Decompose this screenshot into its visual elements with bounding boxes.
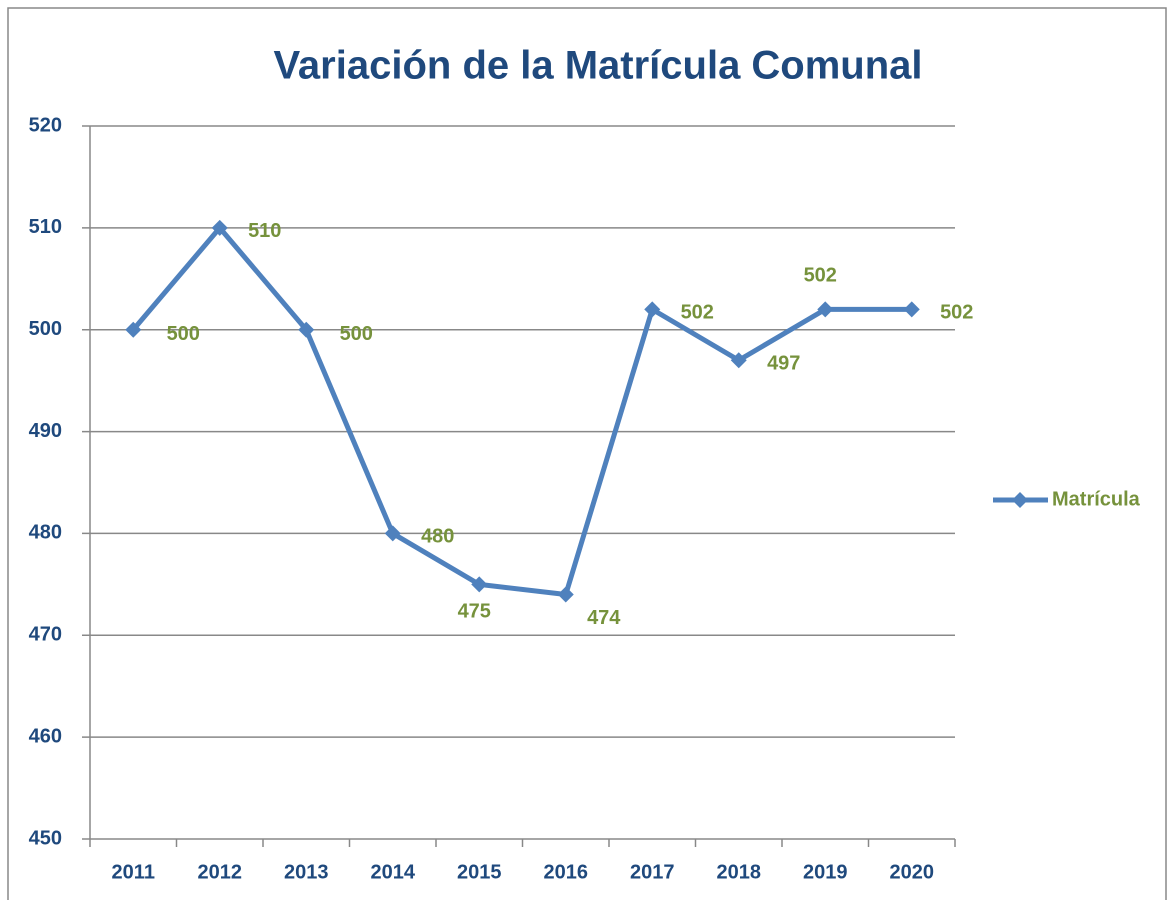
data-label: 500 [340,323,373,345]
data-label: 474 [587,607,621,629]
y-tick-label: 520 [29,114,62,136]
x-tick-label: 2017 [630,861,675,883]
x-tick-label: 2019 [803,861,848,883]
chart-border [7,7,1167,900]
x-tick-label: 2012 [198,861,243,883]
y-tick-label: 470 [29,624,62,646]
y-tick-label: 480 [29,522,62,544]
y-tick-label: 450 [29,827,62,849]
x-tick-label: 2011 [112,861,155,883]
x-tick-label: 2018 [717,861,762,883]
marker [384,525,401,542]
x-tick-label: 2014 [371,861,416,883]
data-label: 502 [940,302,973,324]
data-label: 500 [167,323,200,345]
y-tick-label: 490 [29,420,62,442]
legend-marker [1012,492,1028,508]
marker [903,301,920,318]
marker [644,301,661,318]
legend-label: Matrícula [1052,488,1141,510]
series-line [131,225,912,598]
marker [471,576,488,593]
marker [298,321,315,338]
marker [730,352,747,369]
marker [817,301,834,318]
x-tick-label: 2016 [544,861,589,883]
data-label: 475 [458,601,491,623]
x-tick-label: 2015 [457,861,502,883]
marker [125,321,142,338]
data-label: 497 [767,353,800,375]
data-label: 480 [421,526,454,548]
x-tick-label: 2013 [284,861,329,883]
y-tick-label: 510 [29,216,62,238]
chart-title: Variación de la Matrícula Comunal [273,44,922,88]
data-label: 510 [248,220,281,242]
marker [211,219,228,236]
y-tick-label: 500 [29,318,62,340]
x-tick-label: 2020 [890,861,935,883]
marker [557,586,574,603]
data-label: 502 [681,302,714,324]
y-tick-label: 460 [29,725,62,747]
data-label: 502 [804,265,837,287]
